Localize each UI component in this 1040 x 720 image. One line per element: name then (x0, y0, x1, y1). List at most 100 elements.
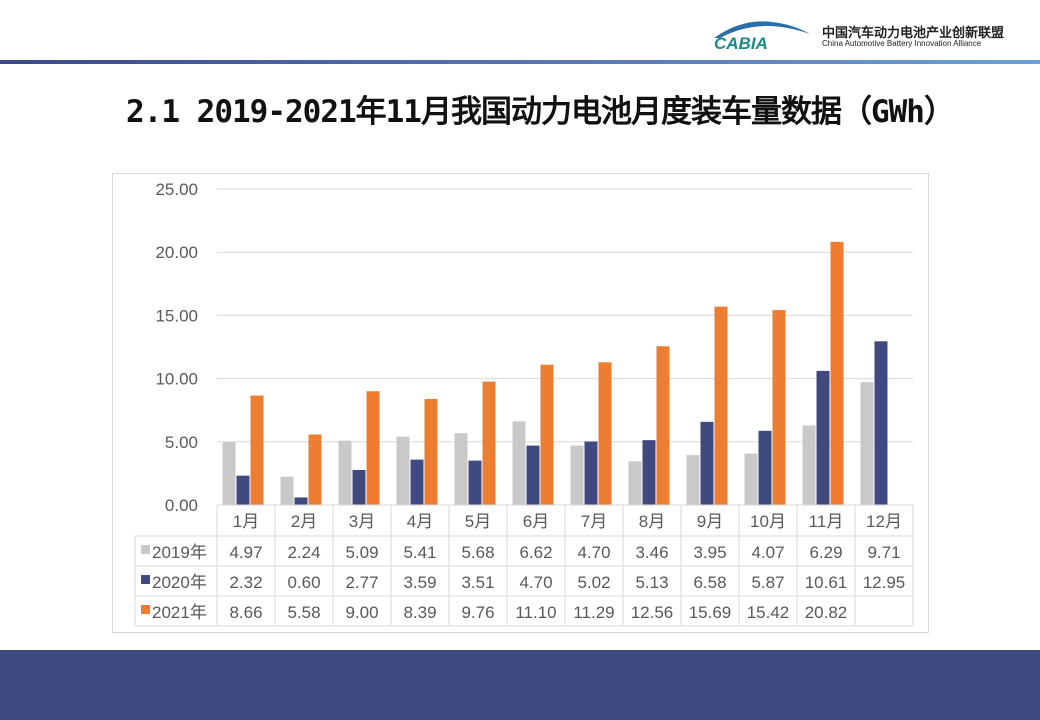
x-tick-label: 7月 (581, 512, 607, 531)
data-table-cell: 11.10 (515, 603, 556, 622)
bar-2020年 (816, 370, 830, 505)
bar-2020年 (410, 459, 424, 505)
bar-2020年 (236, 475, 250, 505)
y-tick-label: 10.00 (155, 370, 198, 389)
bar-2021年 (424, 398, 438, 505)
data-table-cell: 4.07 (751, 543, 784, 562)
y-tick-label: 0.00 (165, 496, 198, 515)
bar-2020年 (758, 430, 772, 505)
data-table-cell: 2.24 (287, 543, 320, 562)
x-tick-label: 12月 (866, 512, 902, 531)
data-table-cell: 6.29 (809, 543, 842, 562)
bar-2019年 (860, 382, 874, 505)
bar-2019年 (628, 461, 642, 505)
legend-label: 2021年 (152, 603, 207, 622)
y-tick-label: 5.00 (165, 433, 198, 452)
data-table-cell: 20.82 (805, 603, 848, 622)
bar-2019年 (744, 453, 758, 505)
data-table-cell: 5.13 (635, 573, 668, 592)
x-tick-label: 1月 (233, 512, 259, 531)
data-table-cell: 11.29 (573, 603, 614, 622)
data-table-cell: 4.70 (577, 543, 610, 562)
y-tick-label: 25.00 (155, 180, 198, 199)
data-table-cell: 15.69 (689, 603, 732, 622)
cabia-logo: CABIA 中国汽车动力电池产业创新联盟 China Automotive Ba… (712, 16, 1012, 52)
bar-2019年 (570, 445, 584, 505)
data-table-cell: 12.95 (863, 573, 906, 592)
header-divider (0, 60, 1040, 64)
bar-2021年 (656, 346, 670, 505)
bar-2020年 (352, 469, 366, 505)
data-table-cell: 0.60 (287, 573, 320, 592)
footer-band (0, 650, 1040, 720)
data-table-cell: 12.56 (631, 603, 674, 622)
data-table-cell: 3.95 (693, 543, 726, 562)
legend-label: 2020年 (152, 573, 207, 592)
bar-2020年 (526, 445, 540, 505)
logo-text: CABIA (714, 34, 768, 52)
data-table-cell: 8.39 (403, 603, 436, 622)
data-table-cell: 3.46 (635, 543, 668, 562)
bar-2021年 (598, 362, 612, 505)
bar-2019年 (280, 476, 294, 505)
org-name-cn: 中国汽车动力电池产业创新联盟 (822, 25, 1005, 40)
bar-2019年 (454, 433, 468, 505)
legend-key-2020年 (141, 575, 150, 584)
y-tick-label: 15.00 (155, 306, 198, 325)
data-table-cell: 10.61 (805, 573, 848, 592)
data-table-cell: 9.00 (345, 603, 378, 622)
x-tick-label: 9月 (697, 512, 723, 531)
data-table-cell: 5.68 (461, 543, 494, 562)
bar-2020年 (700, 421, 714, 505)
bar-2021年 (308, 434, 322, 505)
bar-2021年 (830, 241, 844, 505)
bar-2019年 (802, 425, 816, 505)
bar-2019年 (512, 421, 526, 505)
bar-2021年 (366, 391, 380, 505)
bar-2019年 (686, 455, 700, 505)
data-table-cell: 5.02 (577, 573, 610, 592)
bar-2021年 (772, 310, 786, 505)
data-table-cell: 15.42 (747, 603, 790, 622)
bar-2020年 (642, 440, 656, 505)
bar-2020年 (584, 441, 598, 505)
legend-label: 2019年 (152, 543, 207, 562)
x-tick-label: 11月 (809, 512, 844, 531)
bar-2019年 (396, 436, 410, 505)
data-table-cell: 4.97 (229, 543, 262, 562)
chart-frame (112, 173, 929, 633)
data-table-cell: 9.71 (867, 543, 900, 562)
data-table-cell: 5.09 (345, 543, 378, 562)
bar-2020年 (468, 460, 482, 505)
data-table-cell: 4.70 (519, 573, 552, 592)
x-tick-label: 5月 (465, 512, 491, 531)
data-table-cell: 5.58 (287, 603, 320, 622)
data-table-cell: 5.41 (403, 543, 436, 562)
bar-2021年 (540, 364, 554, 505)
data-table-cell: 3.51 (461, 573, 494, 592)
x-tick-label: 4月 (407, 512, 433, 531)
y-tick-label: 20.00 (155, 243, 198, 262)
bar-2019年 (222, 442, 236, 505)
data-table-cell: 5.87 (751, 573, 784, 592)
bar-2020年 (294, 497, 308, 505)
data-table-cell: 6.58 (693, 573, 726, 592)
logo-mark: CABIA (714, 21, 810, 52)
bar-2021年 (250, 395, 264, 505)
data-table-cell: 6.62 (519, 543, 552, 562)
bar-2021年 (482, 381, 496, 505)
bar-2021年 (714, 306, 728, 505)
data-table-cell: 2.32 (229, 573, 262, 592)
org-name-en: China Automotive Battery Innovation Alli… (822, 39, 982, 48)
bar-2019年 (338, 440, 352, 505)
x-tick-label: 6月 (523, 512, 549, 531)
x-tick-label: 3月 (349, 512, 375, 531)
data-table-cell: 2.77 (345, 573, 378, 592)
data-table-cell: 3.59 (403, 573, 436, 592)
bar-2020年 (874, 341, 888, 505)
legend-key-2019年 (141, 545, 150, 554)
x-tick-label: 8月 (639, 512, 665, 531)
data-table-cell: 9.76 (461, 603, 494, 622)
legend-key-2021年 (141, 605, 150, 614)
